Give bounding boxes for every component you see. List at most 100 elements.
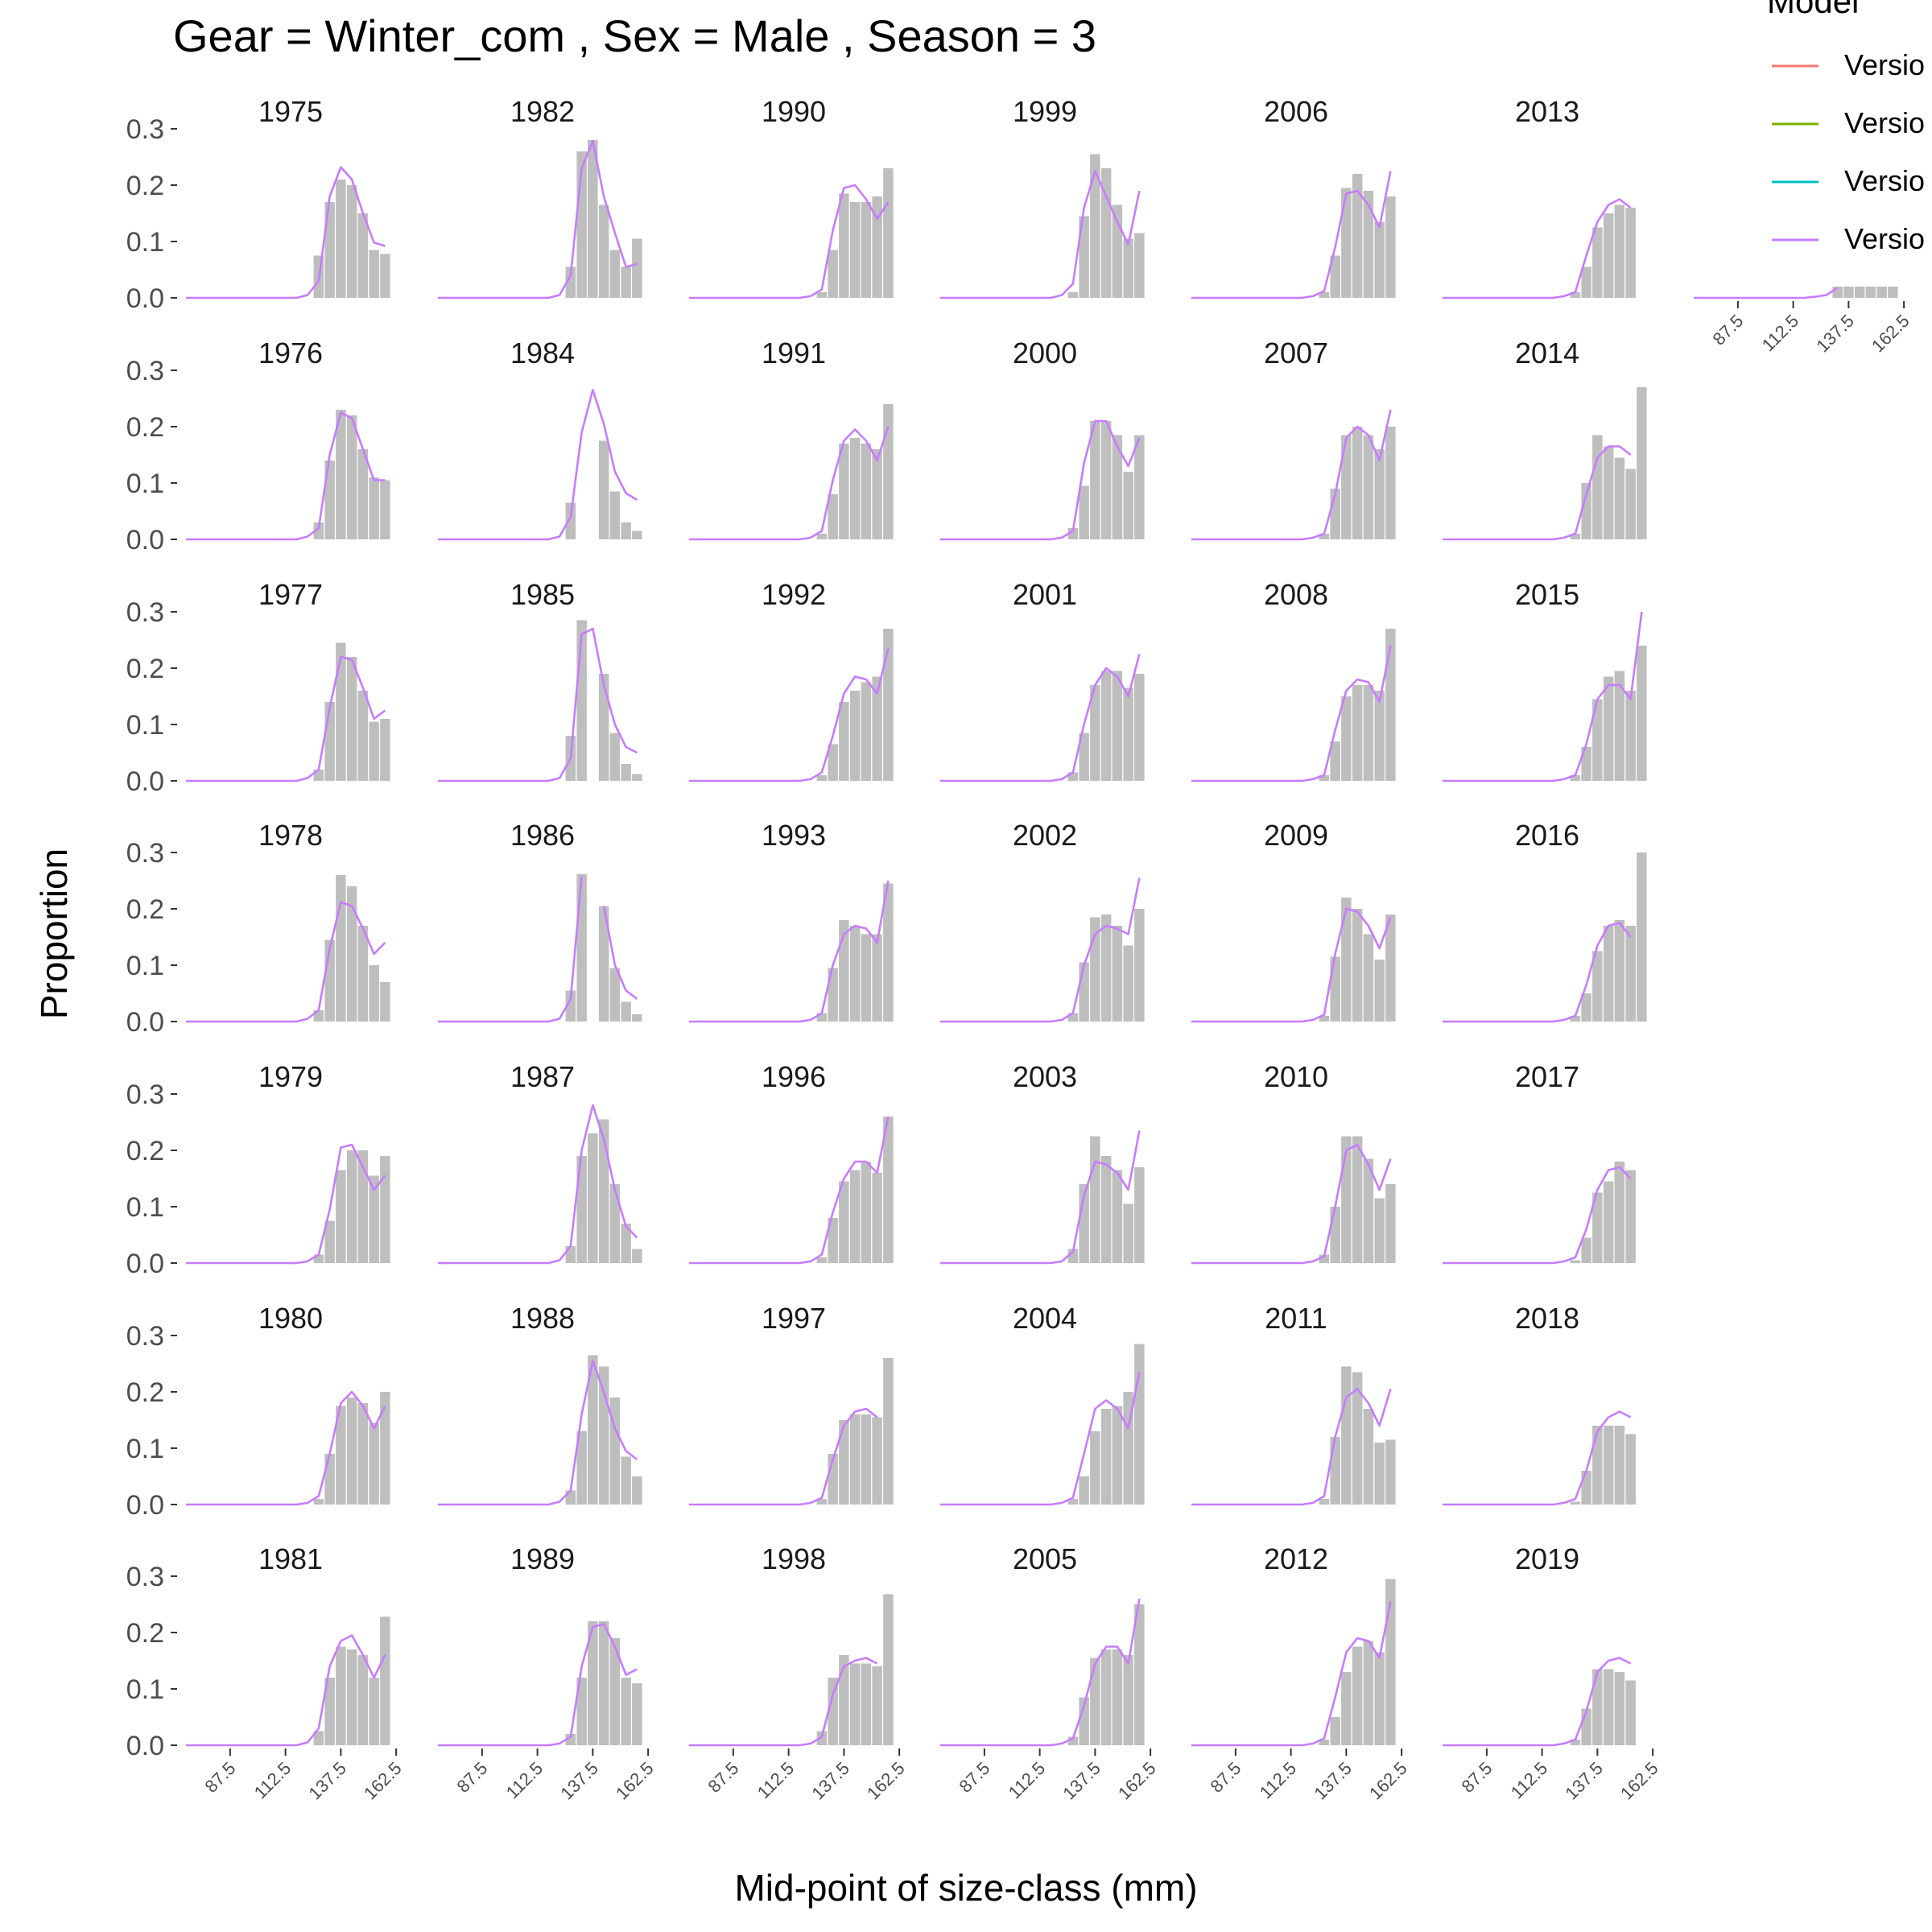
observed-bar bbox=[1134, 1344, 1145, 1505]
observed-bar bbox=[828, 1678, 838, 1745]
predicted-line bbox=[437, 140, 638, 299]
predicted-line bbox=[688, 880, 890, 1023]
observed-bar bbox=[1341, 696, 1352, 781]
observed-bar bbox=[576, 1431, 587, 1505]
observed-bar bbox=[1330, 1207, 1340, 1263]
observed-bar bbox=[1330, 741, 1340, 781]
observed-bar bbox=[632, 530, 642, 539]
observed-bar bbox=[357, 1150, 369, 1263]
observed-bar bbox=[1341, 435, 1352, 539]
x-axis-label: Mid-point of size-class (mm) bbox=[734, 1867, 1198, 1909]
x-tick-label: 162.5 bbox=[863, 1758, 909, 1804]
x-tick-label: 112.5 bbox=[1507, 1758, 1551, 1802]
observed-bar bbox=[1637, 646, 1647, 781]
observed-bar bbox=[1363, 1158, 1374, 1263]
x-tick-label: 112.5 bbox=[1758, 311, 1802, 355]
observed-bar bbox=[621, 266, 631, 298]
observed-bar bbox=[1319, 1740, 1330, 1745]
observed-bar bbox=[1067, 528, 1079, 539]
observed-bar bbox=[369, 965, 379, 1022]
observed-bar bbox=[1352, 909, 1363, 1022]
panel-strip-label: 2005 bbox=[1013, 1542, 1077, 1575]
observed-bar bbox=[565, 1734, 576, 1745]
panel-strip-label: 1993 bbox=[762, 819, 826, 852]
predicted-line bbox=[437, 1623, 638, 1747]
observed-bar bbox=[632, 238, 642, 298]
observed-bar bbox=[324, 1220, 335, 1263]
observed-bar bbox=[1112, 1406, 1123, 1505]
y-tick-label: 0.1 bbox=[126, 469, 164, 499]
panel-strip-label: 2017 bbox=[1515, 1060, 1579, 1093]
panel-1991: 1991 bbox=[688, 336, 894, 541]
predicted-line bbox=[1442, 922, 1632, 1023]
observed-bar bbox=[1374, 960, 1385, 1022]
observed-bar bbox=[1067, 1499, 1079, 1505]
observed-bar bbox=[598, 906, 609, 1022]
observed-bar bbox=[1592, 435, 1603, 539]
observed-bar bbox=[1374, 691, 1385, 781]
observed-bar bbox=[849, 1414, 861, 1505]
observed-bar bbox=[1100, 1156, 1112, 1263]
observed-bar bbox=[1134, 435, 1145, 539]
predicted-line bbox=[1442, 611, 1643, 782]
observed-bar bbox=[1100, 914, 1112, 1022]
observed-bar bbox=[1570, 775, 1581, 781]
predicted-line bbox=[185, 655, 386, 782]
x-tick-label: 137.5 bbox=[304, 1758, 350, 1804]
observed-bar bbox=[609, 250, 621, 298]
observed-bar bbox=[1090, 685, 1100, 781]
observed-bar bbox=[588, 1621, 598, 1745]
predicted-line bbox=[1693, 287, 1839, 299]
observed-bar bbox=[849, 926, 861, 1022]
y-tick-label: 0.3 bbox=[126, 1562, 164, 1592]
observed-bar bbox=[849, 691, 861, 781]
observed-bar bbox=[828, 1218, 838, 1263]
observed-bar bbox=[1319, 1499, 1330, 1505]
observed-bar bbox=[1363, 191, 1374, 298]
observed-bar bbox=[1374, 449, 1385, 539]
y-tick-label: 0.1 bbox=[126, 227, 164, 258]
observed-bar bbox=[1570, 1016, 1581, 1022]
panel-2004: 2004 bbox=[939, 1302, 1145, 1506]
y-tick-label: 0.2 bbox=[126, 412, 164, 443]
panel-2019: 2019 87.5 112.5 137.5 162.5 bbox=[1442, 1542, 1662, 1803]
observed-bar bbox=[380, 719, 390, 781]
observed-bar bbox=[380, 1156, 390, 1263]
y-tick-label: 0.1 bbox=[126, 1434, 164, 1464]
panel-strip-label: 2011 bbox=[1265, 1302, 1327, 1335]
observed-bar bbox=[621, 1456, 631, 1505]
observed-bar bbox=[346, 1397, 357, 1505]
panel-2017: 2017 bbox=[1442, 1060, 1636, 1265]
observed-bar bbox=[1570, 534, 1581, 539]
panel-strip-label: 1990 bbox=[762, 95, 826, 128]
predicted-line bbox=[437, 1360, 638, 1506]
observed-bar bbox=[861, 934, 872, 1022]
panel-2002: 2002 bbox=[939, 819, 1145, 1023]
observed-bar bbox=[588, 1355, 598, 1505]
observed-bar bbox=[1079, 1476, 1089, 1505]
observed-bar bbox=[839, 1181, 849, 1263]
observed-bar bbox=[816, 1499, 828, 1505]
observed-bar bbox=[1341, 1366, 1352, 1505]
panel-strip-label: 2004 bbox=[1013, 1302, 1077, 1335]
panel-2010: 2010 bbox=[1191, 1060, 1396, 1265]
y-tick-label: 0.2 bbox=[126, 171, 164, 201]
observed-bar bbox=[598, 204, 609, 298]
predicted-line bbox=[185, 1634, 386, 1747]
observed-bar bbox=[609, 968, 621, 1022]
panel-1978: 1978 0.0 0.1 0.2 0.3 bbox=[126, 819, 390, 1038]
observed-bar bbox=[1330, 255, 1340, 298]
observed-bar bbox=[336, 180, 346, 298]
panel-strip-label: 2001 bbox=[1013, 578, 1077, 611]
panel-2018: 2018 bbox=[1442, 1302, 1636, 1506]
observed-bar bbox=[588, 140, 598, 298]
observed-bar bbox=[576, 873, 587, 1022]
observed-bar bbox=[872, 1173, 882, 1263]
panel-1984: 1984 bbox=[437, 336, 642, 541]
predicted-line bbox=[1191, 171, 1392, 299]
observed-bar bbox=[609, 1397, 621, 1505]
predicted-line bbox=[185, 901, 386, 1023]
observed-bar bbox=[1112, 1649, 1123, 1745]
observed-bar bbox=[565, 1490, 576, 1505]
predicted-line bbox=[185, 166, 386, 299]
